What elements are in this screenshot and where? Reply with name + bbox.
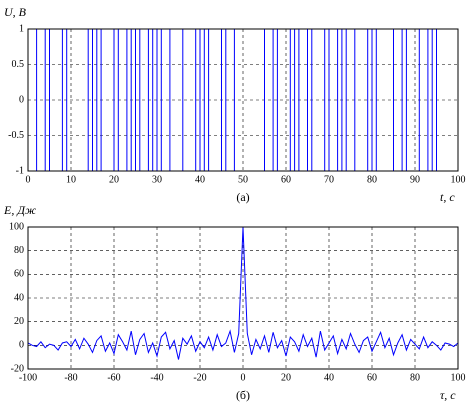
y-axis-label: U, В	[4, 5, 27, 19]
y-tick-label: 40	[14, 292, 24, 303]
y-tick-label: 0.5	[12, 59, 25, 70]
x-tick-label: 30	[152, 174, 162, 185]
y-tick-label: 0	[19, 94, 24, 105]
plot-frame	[27, 28, 459, 172]
x-tick-label: 80	[410, 372, 420, 383]
caption: (а)	[236, 190, 249, 204]
x-axis-label: t, с	[440, 190, 455, 204]
x-tick-label: 10	[66, 174, 76, 185]
plot-frame	[27, 226, 459, 370]
x-tick-label: -60	[107, 372, 120, 383]
caption: (б)	[236, 388, 250, 402]
x-tick-label: 20	[109, 174, 119, 185]
y-tick-label: -20	[11, 363, 24, 374]
y-tick-label: -0.5	[8, 130, 24, 141]
x-tick-label: 40	[195, 174, 205, 185]
x-tick-label: 80	[367, 174, 377, 185]
x-tick-label: 20	[281, 372, 291, 383]
y-tick-label: 80	[14, 245, 24, 256]
y-tick-label: 1	[19, 23, 24, 34]
x-tick-label: -80	[64, 372, 77, 383]
x-axis-label: τ, с	[440, 388, 456, 402]
y-tick-label: 20	[14, 316, 24, 327]
x-tick-label: 70	[324, 174, 334, 185]
x-tick-label: 100	[451, 174, 466, 185]
y-axis-label: E, Дж	[3, 203, 36, 217]
y-tick-label: 0	[19, 340, 24, 351]
x-tick-label: 0	[26, 174, 31, 185]
y-tick-label: -1	[16, 165, 24, 176]
x-tick-label: 0	[241, 372, 246, 383]
x-tick-label: -20	[193, 372, 206, 383]
x-tick-label: 50	[238, 174, 248, 185]
x-tick-label: 100	[451, 372, 466, 383]
x-tick-label: 60	[281, 174, 291, 185]
x-tick-label: -100	[19, 372, 37, 383]
x-tick-label: 90	[410, 174, 420, 185]
y-tick-label: 60	[14, 269, 24, 280]
x-tick-label: 60	[367, 372, 377, 383]
x-tick-label: -40	[150, 372, 163, 383]
x-tick-label: 40	[324, 372, 334, 383]
y-tick-label: 100	[9, 221, 24, 232]
